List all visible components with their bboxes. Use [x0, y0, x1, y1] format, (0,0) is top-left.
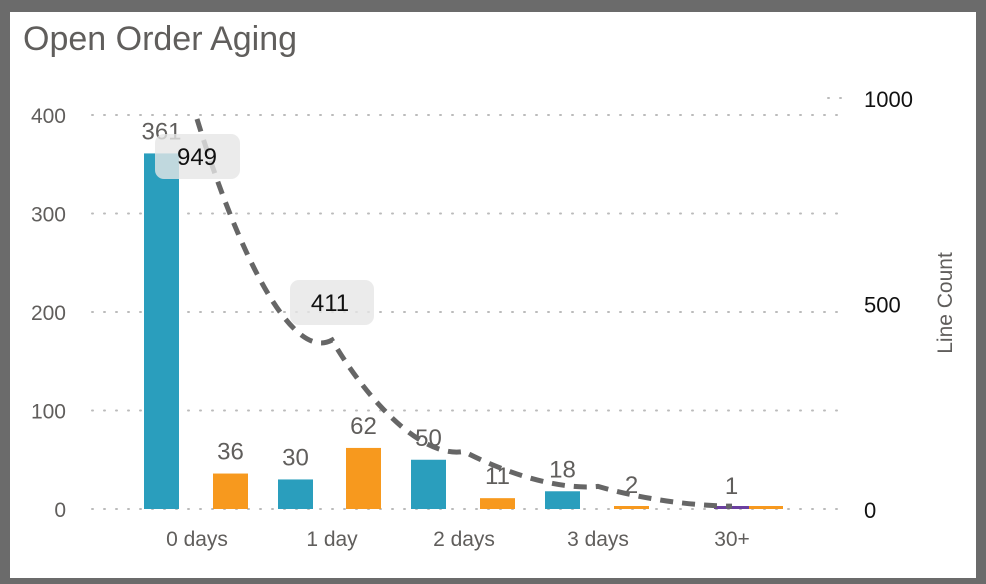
y-left-tick: 300 — [31, 204, 66, 227]
chart-title: Open Order Aging — [23, 20, 298, 58]
bar-data-label: 62 — [350, 413, 377, 440]
y-left-tick: 100 — [31, 401, 66, 424]
x-tick: 1 day — [306, 528, 358, 551]
x-tick: 30+ — [714, 528, 750, 551]
bar-0days-s1 — [213, 473, 248, 509]
y-right-tick: 500 — [864, 293, 901, 318]
y-left-tick: 200 — [31, 302, 66, 325]
bar-3days-s0 — [545, 491, 580, 509]
bar-2days-s1 — [480, 498, 515, 509]
y-left-tick: 0 — [54, 499, 66, 522]
bar-data-label: 1 — [725, 473, 738, 500]
line-data-label: 949 — [177, 144, 217, 171]
line-data-label: 411 — [311, 290, 349, 317]
bar-3days-s1 — [614, 506, 649, 509]
bar-0days-s0 — [144, 153, 179, 510]
bar-data-label: 18 — [549, 456, 576, 483]
x-tick: 0 days — [166, 528, 228, 551]
bar-1day-s0 — [278, 479, 313, 509]
x-tick: 2 days — [433, 528, 495, 551]
trend-line — [194, 118, 733, 509]
x-tick: 3 days — [567, 528, 629, 551]
y-left-tick: 400 — [31, 105, 66, 128]
bar-data-label: 36 — [217, 439, 244, 466]
bar-2days-s0 — [411, 459, 446, 509]
y-right-axis-label: Line Count — [934, 252, 957, 354]
line-label-box — [290, 280, 374, 325]
chart-card: Open Order Aging 0 100 200 300 400 0 500 1000 Li… — [10, 12, 976, 578]
y-right-tick: 1000 — [864, 87, 913, 112]
bar-data-label: 30 — [282, 444, 309, 471]
bar-1day-s1 — [346, 447, 381, 509]
line-label-box — [155, 134, 240, 179]
y-right-tick: 0 — [864, 498, 876, 523]
bar-30-s1 — [748, 506, 783, 509]
